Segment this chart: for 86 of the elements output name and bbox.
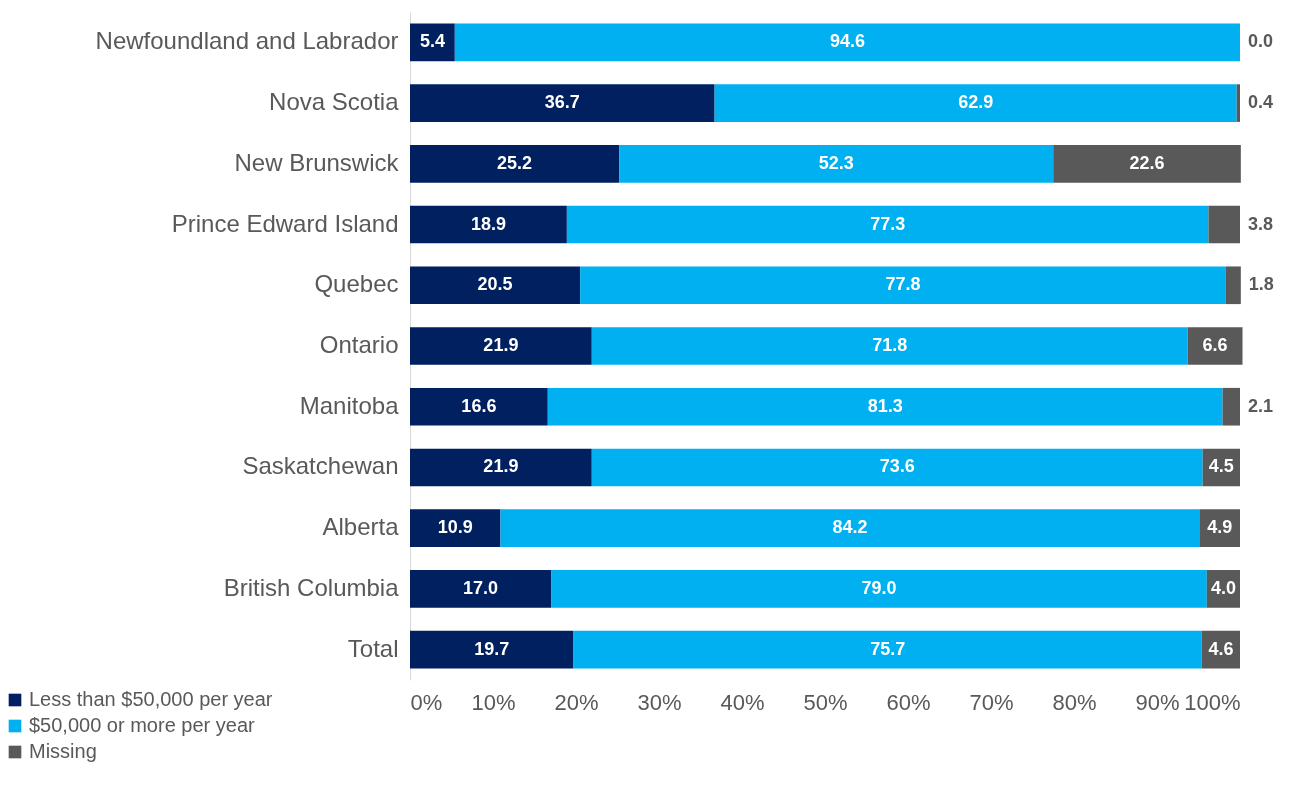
data-label: 52.3 [818, 152, 854, 173]
y-tick-label: Quebec [314, 270, 399, 298]
bar [547, 387, 1223, 426]
data-label: 81.3 [867, 395, 903, 416]
bar [619, 144, 1054, 183]
data-label: 0.0 [1248, 31, 1274, 52]
bar [410, 509, 501, 548]
bar [410, 84, 715, 122]
data-label: 5.4 [419, 31, 445, 52]
x-tick-label: 0% [410, 689, 443, 715]
bar [1222, 387, 1240, 426]
bar [1225, 266, 1241, 305]
y-tick-label: Saskatchewan [242, 452, 399, 480]
bar [410, 630, 574, 669]
data-label: 2.1 [1248, 395, 1274, 416]
y-tick-label: Alberta [322, 513, 400, 541]
x-tick-label: 50% [803, 689, 848, 715]
data-label: 79.0 [861, 577, 897, 598]
bar [591, 327, 1188, 365]
bar [1187, 327, 1243, 365]
data-label: 62.9 [958, 92, 994, 113]
bar [1236, 84, 1240, 122]
bar [410, 387, 548, 426]
x-tick-label: 70% [969, 689, 1014, 715]
x-tick-label: 90% [1135, 689, 1180, 715]
data-label: 19.7 [474, 638, 510, 659]
data-label: 3.8 [1248, 213, 1274, 234]
data-label: 36.7 [544, 92, 580, 113]
y-tick-label: Total [347, 634, 399, 662]
x-tick-label: 80% [1052, 689, 1097, 715]
data-label: 20.5 [477, 274, 513, 295]
y-tick-label: Manitoba [299, 391, 400, 419]
bar [410, 327, 592, 365]
bar [410, 570, 552, 608]
bar [1053, 144, 1241, 183]
data-label: 4.0 [1210, 577, 1236, 598]
y-tick-label: Nova Scotia [269, 88, 400, 116]
x-tick-label: 10% [471, 689, 516, 715]
data-label: 4.5 [1208, 456, 1234, 477]
legend-label: Less than $50,000 per year [29, 688, 273, 710]
bar [410, 144, 620, 183]
y-tick-label: New Brunswick [234, 148, 400, 176]
data-label: 1.8 [1248, 274, 1274, 295]
data-label: 77.8 [885, 274, 921, 295]
bar [1208, 205, 1240, 244]
x-tick-label: 20% [554, 689, 599, 715]
data-label: 22.6 [1129, 152, 1165, 173]
data-label: 18.9 [470, 213, 506, 234]
bar [410, 448, 592, 487]
x-tick-label: 30% [637, 689, 682, 715]
data-label: 71.8 [872, 335, 908, 355]
data-label: 10.9 [437, 517, 473, 538]
bar [580, 266, 1226, 305]
bar [1199, 509, 1240, 548]
data-label: 25.2 [497, 152, 533, 173]
x-tick-label: 40% [720, 689, 765, 715]
bar [410, 266, 581, 305]
y-tick-label: Prince Edward Island [171, 209, 399, 237]
data-label: 21.9 [483, 456, 519, 477]
data-label: 73.6 [879, 456, 915, 477]
data-label: 84.2 [832, 517, 868, 538]
bar [591, 448, 1203, 487]
data-label: 16.6 [461, 395, 497, 416]
data-label: 94.6 [829, 31, 865, 52]
data-label: 4.9 [1207, 517, 1233, 538]
bar [500, 509, 1200, 548]
data-label: 4.6 [1208, 638, 1234, 659]
bar [410, 205, 567, 244]
bar [551, 570, 1207, 608]
data-label: 0.4 [1248, 92, 1274, 113]
bar [714, 84, 1237, 122]
bar [573, 630, 1202, 669]
y-tick-label: British Columbia [223, 573, 400, 601]
data-label: 17.0 [463, 577, 499, 598]
data-label: 6.6 [1202, 335, 1228, 355]
y-tick-label: Newfoundland and Labrador [95, 27, 399, 55]
legend-label: $50,000 or more per year [29, 714, 256, 736]
x-tick-label: 100% [1184, 689, 1241, 715]
data-label: 75.7 [870, 638, 906, 659]
y-tick-label: Ontario [319, 331, 399, 358]
legend-label: Missing [29, 740, 97, 762]
bar [454, 23, 1240, 62]
x-tick-label: 60% [886, 689, 931, 715]
data-label: 77.3 [870, 213, 906, 234]
data-label: 21.9 [483, 335, 519, 355]
bar [566, 205, 1209, 244]
